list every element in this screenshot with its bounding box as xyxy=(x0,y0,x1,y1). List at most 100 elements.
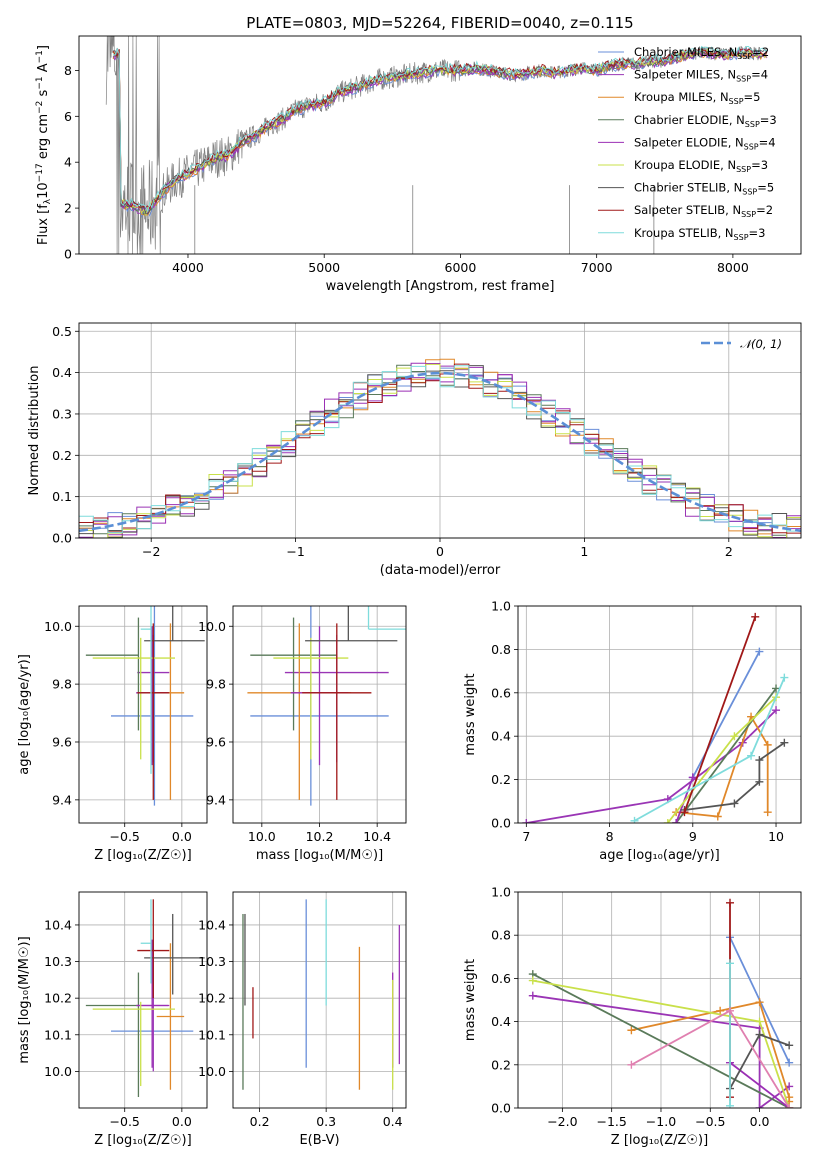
y-tick-label: 4 xyxy=(64,155,72,170)
x-tick-label: 8000 xyxy=(717,260,749,275)
weight-series-3 xyxy=(532,973,790,1108)
x-tick-label: 0.2 xyxy=(250,1114,270,1129)
x-tick-label: 0 xyxy=(436,544,444,559)
plot-area xyxy=(528,898,794,1108)
weight-series-1 xyxy=(526,709,777,823)
legend-label: Chabrier ELODIE, NSSP=3 xyxy=(634,113,777,129)
x-tick-label: 8 xyxy=(606,829,614,844)
x-tick-label: 2 xyxy=(725,544,733,559)
x-tick-label: 10 xyxy=(768,829,784,844)
axes-mass-vs-ebv: 0.2 0.3 0.4 10.0 10.1 10.2 10.3 10.4 E(B-V) xyxy=(198,891,407,1148)
weight-marker xyxy=(528,991,537,1000)
y-tick-label: 0.2 xyxy=(491,772,511,787)
axes-mass-vs-Z: −0.5 0.0 10.0 10.1 10.2 10.3 10.4 Z [log₁₀(Z/Z☉… xyxy=(17,891,208,1148)
x-axis-label: E(B-V) xyxy=(299,1133,339,1148)
y-tick-label: 9.8 xyxy=(52,677,72,692)
observed-spectrum xyxy=(105,36,761,254)
x-axis-label: Z [log₁₀(Z/Z☉)] xyxy=(611,1133,708,1148)
weight-marker xyxy=(726,959,735,968)
errorbar-point-5 xyxy=(92,637,175,760)
x-tick-label: 10.0 xyxy=(248,829,276,844)
y-tick-label: 9.6 xyxy=(206,734,226,749)
weight-marker xyxy=(755,756,764,765)
weight-marker xyxy=(785,1104,794,1108)
weight-marker xyxy=(528,976,537,985)
axes-frame xyxy=(232,891,407,1109)
y-tick-label: 10.4 xyxy=(198,917,226,932)
y-tick-label: 10.0 xyxy=(44,619,72,634)
weight-marker xyxy=(751,612,760,621)
x-tick-label: −2 xyxy=(142,544,160,559)
errorbar-point-6 xyxy=(144,913,205,995)
errorbar-point-8 xyxy=(140,899,152,984)
plot-area xyxy=(242,899,400,1090)
errorbar-point-7 xyxy=(137,623,170,800)
y-tick-label: 1.0 xyxy=(491,885,511,900)
weight-marker xyxy=(763,740,772,749)
weight-marker xyxy=(763,808,772,817)
y-tick-label: 0.4 xyxy=(491,729,511,744)
weight-marker xyxy=(755,1030,764,1039)
x-tick-label: 6000 xyxy=(445,260,477,275)
legend-label: Salpeter MILES, NSSP=4 xyxy=(634,68,768,84)
errorbar-point-4 xyxy=(136,939,169,1068)
weight-marker xyxy=(780,673,789,682)
y-axis-label: age [log₁₀(age/yr)] xyxy=(17,654,32,775)
x-axis-label: Z [log₁₀(Z/Z☉)] xyxy=(94,1133,191,1148)
legend-label: 𝒩(0, 1) xyxy=(740,337,782,351)
y-tick-label: 10.1 xyxy=(44,1027,72,1042)
y-tick-label: 0.6 xyxy=(491,685,511,700)
x-tick-label: 7 xyxy=(522,829,530,844)
y-tick-label: 0.2 xyxy=(491,1057,511,1072)
y-tick-label: 0.5 xyxy=(52,324,72,339)
x-axis-label: (data-model)/error xyxy=(380,563,501,578)
y-tick-label: 9.4 xyxy=(206,792,226,807)
weight-marker xyxy=(630,816,639,823)
x-tick-label: 4000 xyxy=(172,260,204,275)
weight-marker xyxy=(726,1006,735,1015)
x-tick-label: 10.2 xyxy=(306,829,334,844)
plot-area xyxy=(105,36,768,254)
x-axis-label: mass [log₁₀(M/M☉)] xyxy=(256,848,383,863)
y-tick-label: 10.2 xyxy=(44,991,72,1006)
errorbar-point-5 xyxy=(273,637,349,760)
errorbar-point-6 xyxy=(144,606,205,642)
legend-label: Chabrier STELIB, NSSP=5 xyxy=(634,181,774,197)
x-axis-label: Z [log₁₀(Z/Z☉)] xyxy=(94,848,191,863)
legend-label: Kroupa ELODIE, NSSP=3 xyxy=(634,158,768,174)
axes-massweight-vs-age: 7 8 9 10 0.0 0.2 0.4 0.6 0.8 1.0 age [log₁₀(age/yr… xyxy=(463,599,802,863)
gaussian-curve xyxy=(79,371,801,533)
weight-marker xyxy=(772,706,781,715)
errorbar-point-3 xyxy=(85,617,140,731)
axes-frame xyxy=(78,605,208,824)
chart-title: PLATE=0803, MJD=52264, FIBERID=0040, z=0… xyxy=(246,14,633,32)
weight-marker xyxy=(680,808,689,817)
y-tick-label: 0.0 xyxy=(52,531,72,546)
weight-marker xyxy=(772,684,781,693)
y-tick-label: 10.0 xyxy=(198,619,226,634)
legend-label: Kroupa MILES, NSSP=5 xyxy=(634,90,760,106)
weight-marker xyxy=(747,751,756,760)
weight-marker xyxy=(627,1060,636,1069)
legend-label: Kroupa STELIB, NSSP=3 xyxy=(634,226,765,242)
y-axis-label: Normed distribution xyxy=(27,366,42,496)
errorbar-point-5 xyxy=(92,1001,175,1087)
y-tick-label: 10.4 xyxy=(44,917,72,932)
residual-hist-8 xyxy=(79,365,801,534)
y-tick-label: 0.4 xyxy=(52,365,72,380)
weight-series-3 xyxy=(675,687,777,823)
x-axis-label: age [log₁₀(age/yr)] xyxy=(599,848,720,863)
x-axis-label: wavelength [Angstrom, rest frame] xyxy=(326,279,555,294)
x-tick-label: 1 xyxy=(580,544,588,559)
x-tick-label: 9 xyxy=(689,829,697,844)
weight-marker xyxy=(755,1104,764,1108)
weight-marker xyxy=(726,1101,735,1108)
x-tick-label: 0.3 xyxy=(316,1114,336,1129)
errorbar-point-8 xyxy=(367,606,406,630)
errorbar-point-3 xyxy=(85,972,140,1098)
axes-age-vs-mass: 10.0 10.2 10.4 9.4 9.6 9.8 10.0 mass [log₁₀(M/M… xyxy=(198,605,407,863)
y-axis-label: Flux [fλ10−17 erg cm−2 s−1 A−1] xyxy=(35,45,53,245)
x-tick-label: −0.5 xyxy=(110,829,140,844)
axes-age-vs-Z: −0.5 0.0 9.4 9.6 9.8 10.0 Z [log₁₀(Z/Z☉)] age [… xyxy=(17,605,208,863)
